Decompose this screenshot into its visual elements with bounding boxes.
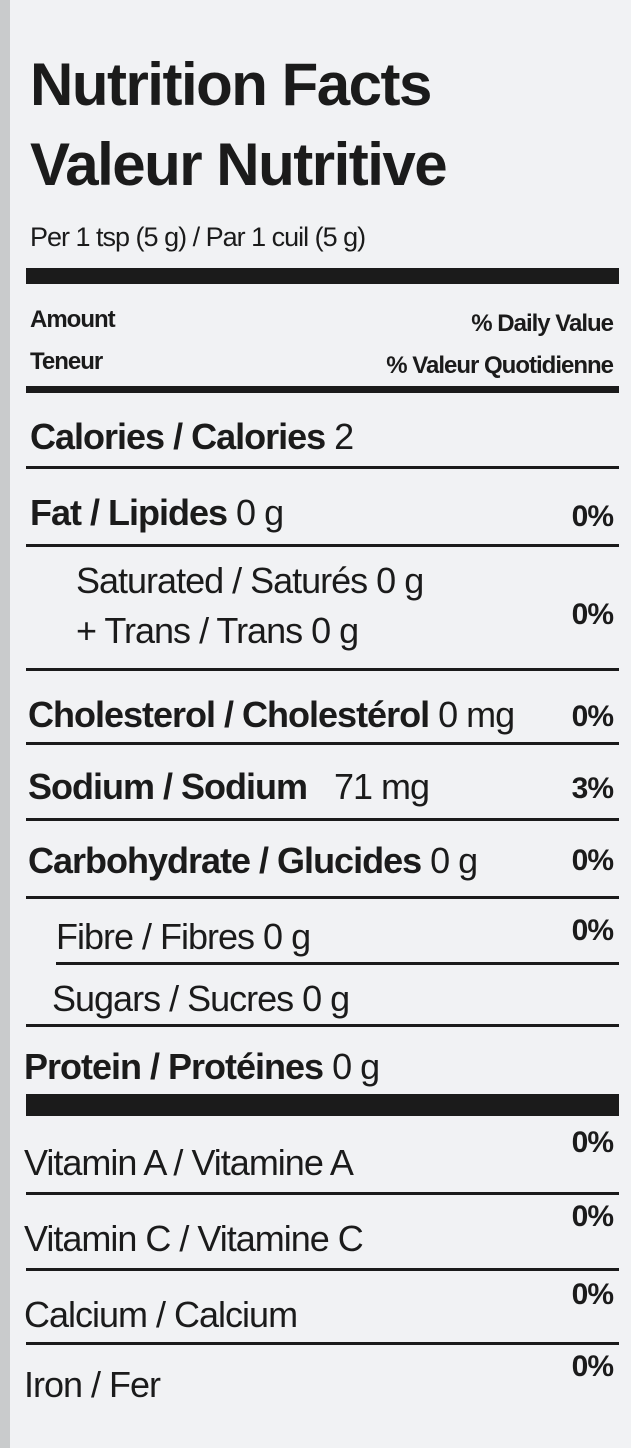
fat-label: Fat / Lipides (30, 492, 228, 533)
calories-label: Calories / Calories (30, 416, 326, 457)
sugars-row: Sugars / Sucres 0 g (52, 978, 350, 1019)
calcium-dv: 0% (571, 1278, 614, 1311)
sodium-label: Sodium / Sodium (28, 766, 308, 807)
carbohydrate-value: 0 g (430, 840, 478, 881)
vitamin-a-dv: 0% (571, 1126, 614, 1159)
carbohydrate-row: Carbohydrate / Glucides 0 g (28, 840, 478, 882)
fat-dv: 0% (571, 500, 614, 533)
vitamin-c-dv: 0% (571, 1200, 614, 1233)
saturated-row: Saturated / Saturés 0 g (76, 560, 424, 601)
cholesterol-value: 0 mg (438, 694, 515, 735)
carbohydrate-label: Carbohydrate / Glucides (28, 840, 422, 881)
fibre-row: Fibre / Fibres 0 g (56, 916, 311, 957)
protein-value: 0 g (332, 1046, 380, 1087)
divider (26, 1024, 619, 1027)
carbohydrate-dv: 0% (571, 844, 614, 877)
iron-row: Iron / Fer (24, 1364, 161, 1405)
serving-size: Per 1 tsp (5 g) / Par 1 cuil (5 g) (30, 222, 366, 252)
nutrition-label: Nutrition Facts Valeur Nutritive Per 1 t… (10, 0, 631, 1448)
saturated-dv: 0% (571, 598, 614, 631)
iron-dv: 0% (571, 1350, 614, 1383)
trans-row: + Trans / Trans 0 g (76, 610, 359, 651)
divider (56, 962, 619, 965)
protein-row: Protein / Protéines 0 g (24, 1046, 380, 1088)
cholesterol-dv: 0% (571, 700, 614, 733)
sodium-dv: 3% (571, 772, 614, 805)
amount-label-fr: Teneur (30, 348, 103, 375)
calories-row: Calories / Calories 2 (30, 416, 354, 458)
divider (26, 386, 619, 393)
vitamin-a-row: Vitamin A / Vitamine A (24, 1142, 354, 1183)
divider (26, 544, 619, 547)
divider (26, 1192, 619, 1195)
divider (26, 466, 619, 469)
fat-row: Fat / Lipides 0 g (30, 492, 284, 534)
thick-divider (26, 268, 619, 284)
title-fr: Valeur Nutritive (30, 131, 448, 198)
cholesterol-row: Cholesterol / Cholestérol 0 mg (28, 694, 515, 736)
calcium-row: Calcium / Calcium (24, 1294, 298, 1335)
fat-value: 0 g (236, 492, 284, 533)
cholesterol-label: Cholesterol / Cholestérol (28, 694, 430, 735)
calories-value: 2 (334, 416, 354, 457)
sodium-row: Sodium / Sodium 71 mg (28, 766, 430, 808)
fibre-dv: 0% (571, 914, 614, 947)
divider (26, 1268, 619, 1271)
divider (26, 1342, 619, 1345)
divider (26, 896, 619, 899)
divider (26, 668, 619, 671)
protein-label: Protein / Protéines (24, 1046, 324, 1087)
title-en: Nutrition Facts (30, 51, 432, 118)
divider (26, 742, 619, 745)
divider (26, 818, 619, 821)
daily-value-label-fr: % Valeur Quotidienne (386, 352, 614, 379)
daily-value-label: % Daily Value (471, 310, 614, 337)
sodium-value: 71 mg (334, 766, 430, 807)
thick-divider (26, 1094, 619, 1116)
amount-label: Amount (30, 306, 116, 333)
vitamin-c-row: Vitamin C / Vitamine C (24, 1218, 364, 1259)
